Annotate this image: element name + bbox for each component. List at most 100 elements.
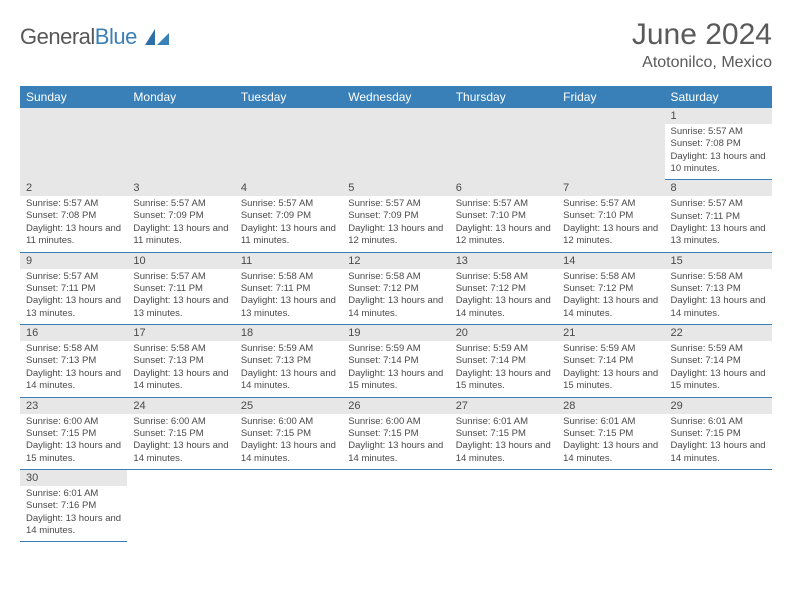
day-cell: 27Sunrise: 6:01 AMSunset: 7:15 PMDayligh… [450, 397, 557, 469]
day-details: Sunrise: 5:59 AMSunset: 7:14 PMDaylight:… [557, 341, 664, 396]
daylight-line: Daylight: 13 hours and 15 minutes. [671, 368, 766, 393]
sunrise-line: Sunrise: 5:58 AM [348, 271, 443, 283]
day-cell: 11Sunrise: 5:58 AMSunset: 7:11 PMDayligh… [235, 252, 342, 324]
day-cell: 26Sunrise: 6:00 AMSunset: 7:15 PMDayligh… [342, 397, 449, 469]
sunrise-line: Sunrise: 5:58 AM [26, 343, 121, 355]
sunrise-line: Sunrise: 6:00 AM [348, 416, 443, 428]
sunrise-line: Sunrise: 5:57 AM [26, 198, 121, 210]
sunset-line: Sunset: 7:12 PM [348, 283, 443, 295]
sunrise-line: Sunrise: 6:01 AM [26, 488, 121, 500]
daylight-line: Daylight: 13 hours and 13 minutes. [133, 295, 228, 320]
day-number: 1 [665, 108, 772, 124]
day-number: 15 [665, 253, 772, 269]
sunset-line: Sunset: 7:14 PM [348, 355, 443, 367]
day-cell: 5Sunrise: 5:57 AMSunset: 7:09 PMDaylight… [342, 180, 449, 252]
sunrise-line: Sunrise: 6:01 AM [671, 416, 766, 428]
daylight-line: Daylight: 13 hours and 15 minutes. [26, 440, 121, 465]
sunrise-line: Sunrise: 5:58 AM [241, 271, 336, 283]
calendar-table: SundayMondayTuesdayWednesdayThursdayFrid… [20, 86, 772, 542]
weekday-header: Sunday [20, 86, 127, 108]
calendar-row: 9Sunrise: 5:57 AMSunset: 7:11 PMDaylight… [20, 252, 772, 324]
sunrise-line: Sunrise: 6:01 AM [456, 416, 551, 428]
sunrise-line: Sunrise: 5:59 AM [348, 343, 443, 355]
weekday-header: Wednesday [342, 86, 449, 108]
day-details: Sunrise: 5:57 AMSunset: 7:10 PMDaylight:… [450, 196, 557, 251]
location-label: Atotonilco, Mexico [632, 54, 772, 72]
day-cell: 12 Sunrise: 5:58 AMSunset: 7:12 PMDayligh… [342, 252, 449, 324]
day-number: 30 [20, 470, 127, 486]
daylight-line: Daylight: 13 hours and 13 minutes. [241, 295, 336, 320]
sunrise-line: Sunrise: 5:57 AM [456, 198, 551, 210]
sunset-line: Sunset: 7:11 PM [26, 283, 121, 295]
sunset-line: Sunset: 7:15 PM [348, 428, 443, 440]
day-cell: 9Sunrise: 5:57 AMSunset: 7:11 PMDaylight… [20, 252, 127, 324]
daylight-line: Daylight: 13 hours and 15 minutes. [348, 368, 443, 393]
daylight-line: Daylight: 13 hours and 14 minutes. [671, 440, 766, 465]
sunset-line: Sunset: 7:08 PM [26, 210, 121, 222]
empty-cell [450, 469, 557, 541]
empty-cell [127, 469, 234, 541]
day-details: Sunrise: 5:59 AMSunset: 7:14 PMDaylight:… [665, 341, 772, 396]
day-number: 19 [342, 325, 449, 341]
daylight-line: Daylight: 13 hours and 14 minutes. [563, 295, 658, 320]
daylight-line: Daylight: 13 hours and 14 minutes. [456, 295, 551, 320]
day-details: Sunrise: 5:57 AMSunset: 7:08 PMDaylight:… [20, 196, 127, 251]
empty-cell [342, 108, 449, 180]
day-details: Sunrise: 5:57 AMSunset: 7:11 PMDaylight:… [127, 269, 234, 324]
day-details: Sunrise: 5:57 AMSunset: 7:10 PMDaylight:… [557, 196, 664, 251]
day-number: 17 [127, 325, 234, 341]
day-cell: 21Sunrise: 5:59 AMSunset: 7:14 PMDayligh… [557, 325, 664, 397]
daylight-line: Daylight: 13 hours and 14 minutes. [348, 295, 443, 320]
day-number: 16 [20, 325, 127, 341]
daylight-line: Daylight: 13 hours and 10 minutes. [671, 151, 766, 176]
day-details: Sunrise: 5:57 AMSunset: 7:11 PMDaylight:… [665, 196, 772, 251]
day-details: Sunrise: 5:57 AMSunset: 7:09 PMDaylight:… [127, 196, 234, 251]
day-details: Sunrise: 5:59 AMSunset: 7:13 PMDaylight:… [235, 341, 342, 396]
sunrise-line: Sunrise: 6:01 AM [563, 416, 658, 428]
sunset-line: Sunset: 7:10 PM [456, 210, 551, 222]
day-details: Sunrise: 6:00 AMSunset: 7:15 PMDaylight:… [20, 414, 127, 469]
day-cell: 18Sunrise: 5:59 AMSunset: 7:13 PMDayligh… [235, 325, 342, 397]
sunset-line: Sunset: 7:14 PM [671, 355, 766, 367]
day-number: 12 [342, 253, 449, 269]
day-cell: 13Sunrise: 5:58 AMSunset: 7:12 PMDayligh… [450, 252, 557, 324]
daylight-line: Daylight: 13 hours and 13 minutes. [671, 223, 766, 248]
sunrise-line: Sunrise: 5:57 AM [133, 198, 228, 210]
logo-word2: Blue [95, 24, 137, 49]
sunset-line: Sunset: 7:13 PM [241, 355, 336, 367]
daylight-line: Daylight: 13 hours and 12 minutes. [348, 223, 443, 248]
day-number: 4 [235, 180, 342, 196]
daylight-line: Daylight: 13 hours and 14 minutes. [241, 368, 336, 393]
sunset-line: Sunset: 7:11 PM [671, 211, 766, 223]
day-details: Sunrise: 6:00 AMSunset: 7:15 PMDaylight:… [342, 414, 449, 469]
day-details: Sunrise: 5:58 AMSunset: 7:12 PMDaylight:… [557, 269, 664, 324]
sunrise-line: Sunrise: 5:58 AM [563, 271, 658, 283]
empty-cell [342, 469, 449, 541]
sunset-line: Sunset: 7:14 PM [563, 355, 658, 367]
sunrise-line: Sunrise: 6:00 AM [26, 416, 121, 428]
day-details: Sunrise: 6:00 AMSunset: 7:15 PMDaylight:… [127, 414, 234, 469]
daylight-line: Daylight: 13 hours and 14 minutes. [456, 440, 551, 465]
day-cell: 4Sunrise: 5:57 AMSunset: 7:09 PMDaylight… [235, 180, 342, 252]
weekday-header: Friday [557, 86, 664, 108]
day-details: Sunrise: 6:00 AMSunset: 7:15 PMDaylight:… [235, 414, 342, 469]
page-title: June 2024 [632, 18, 772, 52]
day-details: Sunrise: 6:01 AMSunset: 7:15 PMDaylight:… [450, 414, 557, 469]
sunrise-line: Sunrise: 5:57 AM [671, 198, 766, 210]
day-number: 8 [665, 180, 772, 196]
sunrise-line: Sunrise: 5:59 AM [241, 343, 336, 355]
day-number: 28 [557, 398, 664, 414]
day-details: Sunrise: 5:58 AMSunset: 7:12 PMDaylight:… [450, 269, 557, 324]
day-cell: 2Sunrise: 5:57 AMSunset: 7:08 PMDaylight… [20, 180, 127, 252]
title-block: June 2024 Atotonilco, Mexico [632, 18, 772, 72]
day-number: 27 [450, 398, 557, 414]
day-number: 11 [235, 253, 342, 269]
sunrise-line: Sunrise: 5:58 AM [456, 271, 551, 283]
day-details: Sunrise: 5:58 AMSunset: 7:13 PMDaylight:… [665, 269, 772, 324]
day-number: 18 [235, 325, 342, 341]
day-cell: 14Sunrise: 5:58 AMSunset: 7:12 PMDayligh… [557, 252, 664, 324]
day-number: 24 [127, 398, 234, 414]
sunrise-line: Sunrise: 5:57 AM [348, 198, 443, 210]
daylight-line: Daylight: 13 hours and 12 minutes. [563, 223, 658, 248]
day-number: 10 [127, 253, 234, 269]
